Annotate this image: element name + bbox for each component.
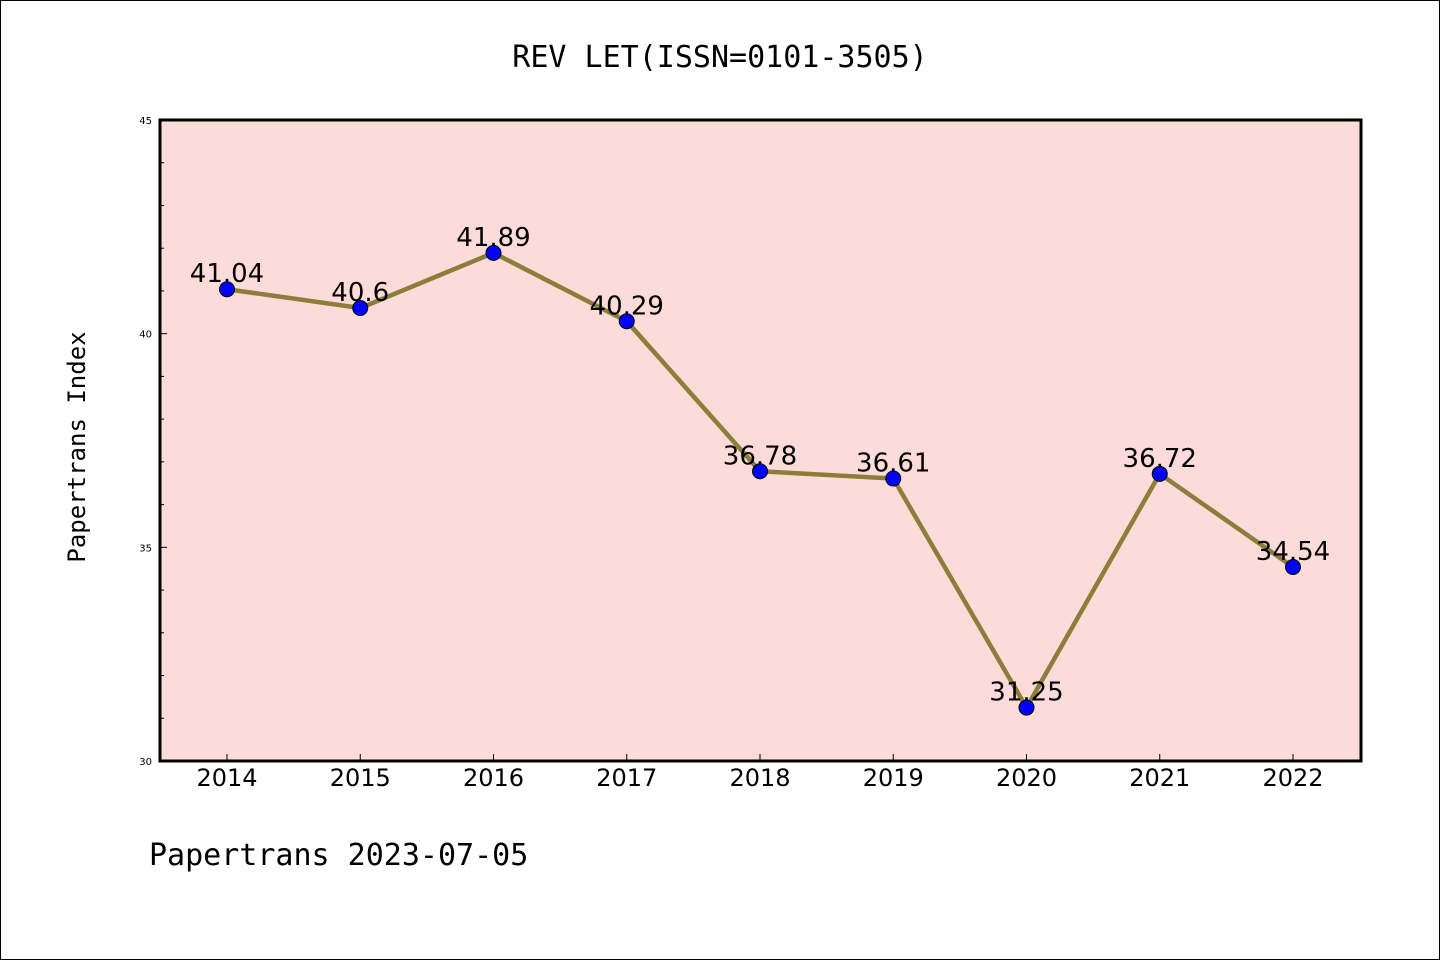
data-label: 34.54 [1256, 537, 1330, 567]
data-label: 40.29 [590, 291, 664, 321]
x-tick-label: 2016 [463, 764, 524, 792]
plot-background [160, 120, 1361, 761]
y-tick-label: 45 [139, 116, 152, 127]
x-tick-label: 2018 [729, 764, 790, 792]
data-label: 40.6 [331, 278, 389, 308]
y-tick-label: 30 [139, 757, 152, 768]
data-point [1285, 558, 1301, 575]
x-tick-label: 2020 [996, 764, 1057, 792]
data-point [1018, 699, 1035, 716]
data-point [219, 281, 235, 298]
data-label: 41.89 [456, 223, 530, 253]
data-point [618, 313, 635, 330]
data-label: 36.61 [856, 449, 930, 479]
chart-title: REV LET(ISSN=0101-3505) [512, 40, 927, 75]
data-point [752, 463, 768, 480]
x-tick-label: 2019 [863, 764, 924, 792]
data-label: 41.04 [190, 259, 264, 289]
data-label: 31.25 [989, 678, 1063, 708]
footer-label: Papertrans 2023-07-05 [149, 838, 528, 873]
plot-border [158, 118, 1363, 763]
data-point [885, 470, 902, 487]
plot-area: 30 35 40 45 2014 2015 2016 2017 2018 2019 2020 2021… [139, 116, 1363, 792]
x-tick-label: 2014 [196, 764, 257, 792]
data-point [352, 300, 369, 317]
x-tick-label: 2017 [596, 764, 657, 792]
y-axis-label: Papertrans Index [63, 331, 91, 562]
data-label: 36.72 [1123, 444, 1197, 474]
data-point [485, 244, 502, 261]
y-tick-label: 40 [139, 330, 152, 341]
x-tick-label: 2021 [1129, 764, 1190, 792]
x-tick-label: 2022 [1262, 764, 1323, 792]
data-label: 36.78 [723, 441, 797, 471]
data-point [1151, 465, 1168, 482]
y-tick-label: 35 [139, 543, 152, 554]
x-tick-label: 2015 [330, 764, 391, 792]
